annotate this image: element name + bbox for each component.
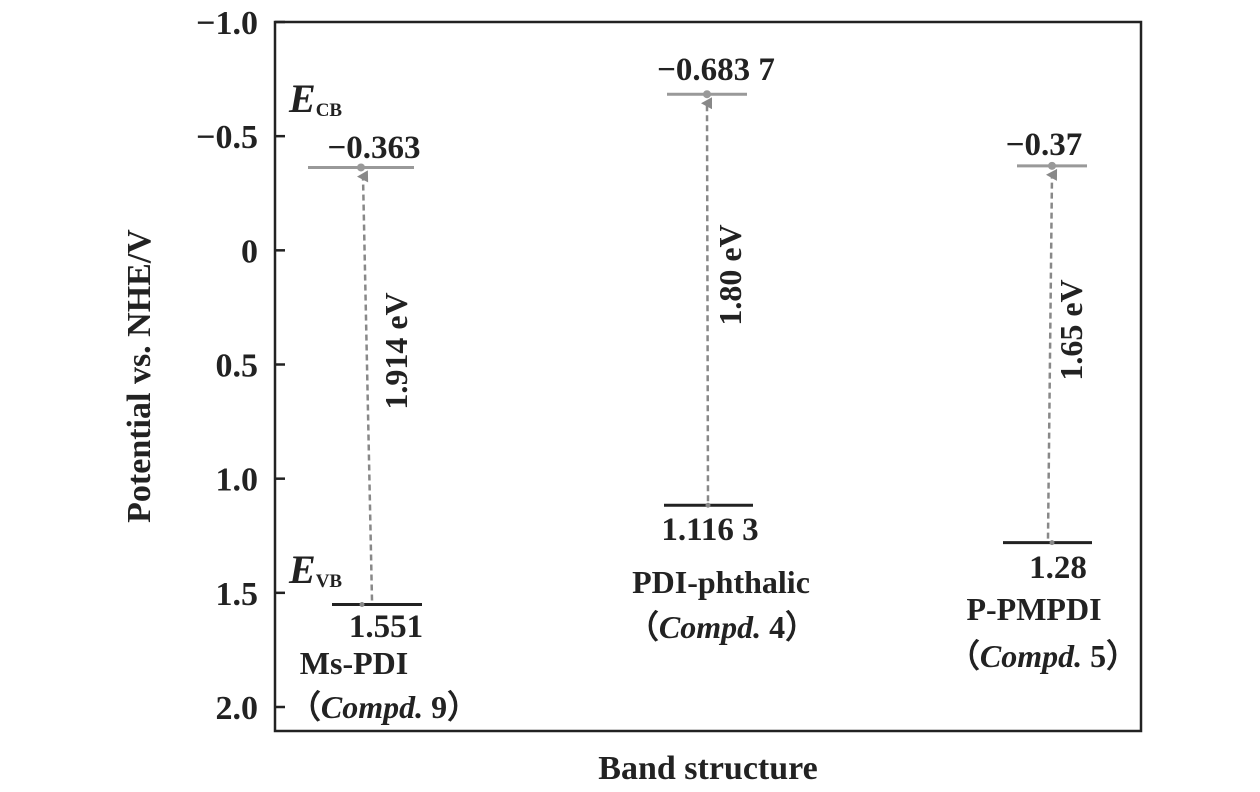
y-tick-label: 2.0 xyxy=(216,690,259,727)
y-tick-label: 1.5 xyxy=(216,576,259,613)
y-axis-ticks xyxy=(275,20,285,709)
cb-value-label-pdi-phthalic: −0.683 7 xyxy=(657,52,775,88)
plot-frame xyxy=(273,20,1143,733)
gap-label-p-pmpdi: 1.65 eV xyxy=(1053,279,1089,380)
vb-point-p-pmpdi xyxy=(1049,540,1055,546)
excitation-arrow-pdi-phthalic xyxy=(701,97,713,502)
y-tick-label: 0 xyxy=(241,233,258,270)
cb-point-pdi-phthalic xyxy=(703,90,711,99)
vb-point-ms-pdi xyxy=(359,601,365,607)
gap-label-pdi-phthalic: 1.80 eV xyxy=(712,224,748,325)
excitation-arrow-p-pmpdi xyxy=(1046,168,1058,539)
y-tick-label: 0.5 xyxy=(216,348,259,385)
cb-point-p-pmpdi xyxy=(1048,161,1056,170)
compound-number-p-pmpdi: （Compd. 5） xyxy=(948,638,1138,674)
compound-number-ms-pdi: （Compd. 9） xyxy=(289,689,479,725)
cb-value-label-p-pmpdi: −0.37 xyxy=(1006,127,1083,163)
x-axis-title: Band structure xyxy=(598,750,817,787)
excitation-arrow-ms-pdi xyxy=(357,170,374,601)
band-marks xyxy=(308,90,1092,607)
compound-name-p-pmpdi: P-PMPDI xyxy=(966,591,1101,627)
y-tick-label: 1.0 xyxy=(216,462,259,499)
vb-value-label-p-pmpdi: 1.28 xyxy=(1029,550,1087,586)
y-tick-label: −1.0 xyxy=(196,5,258,42)
gap-label-ms-pdi: 1.914 eV xyxy=(378,292,414,409)
vb-band-label: EVB xyxy=(288,547,342,592)
cb-band-label: ECB xyxy=(288,76,342,121)
y-axis-tick-labels: −1.0 −0.5 0 0.5 1.0 1.5 2.0 xyxy=(196,5,258,727)
y-axis-title: Potential vs. NHE/V xyxy=(121,229,158,523)
compound-name-ms-pdi: Ms-PDI xyxy=(300,645,408,681)
cb-point-ms-pdi xyxy=(357,163,365,172)
vb-value-label-ms-pdi: 1.551 xyxy=(349,609,423,645)
cb-value-label-ms-pdi: −0.363 xyxy=(327,130,420,166)
vb-value-label-pdi-phthalic: 1.116 3 xyxy=(661,512,758,548)
vb-point-pdi-phthalic xyxy=(705,502,711,508)
y-tick-label: −0.5 xyxy=(196,119,258,156)
compound-number-pdi-phthalic: （Compd. 4） xyxy=(627,609,817,645)
compound-name-pdi-phthalic: PDI-phthalic xyxy=(632,564,810,600)
